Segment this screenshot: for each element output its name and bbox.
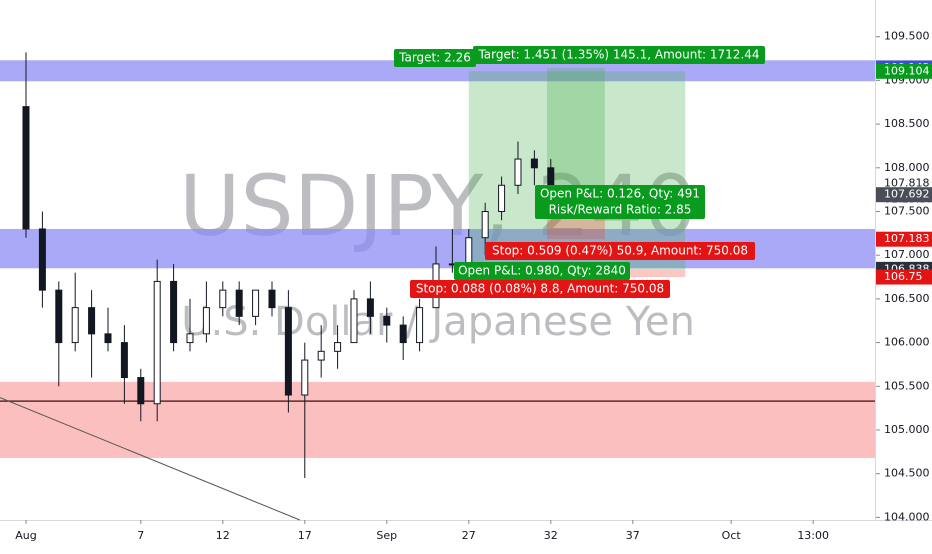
y-tick-label: 106.500 (884, 292, 930, 305)
pl-label-box (454, 262, 630, 280)
candle-body (153, 280, 161, 405)
y-tick-label: 105.000 (884, 423, 930, 436)
candle-body (547, 167, 555, 186)
candle-body (465, 237, 473, 265)
price-tag (876, 231, 932, 247)
x-tick-label: Sep (376, 529, 397, 542)
candle-body (22, 106, 30, 230)
pl-label: Risk/Reward Ratio: 2.85 (549, 203, 692, 217)
x-tick-label: 12 (216, 529, 230, 542)
zone (0, 381, 875, 458)
price-tag (876, 187, 932, 203)
price-tag-label: 109.104 (884, 64, 930, 77)
x-tick-label: Aug (15, 529, 36, 542)
candle-body (235, 289, 243, 317)
candle-body (383, 315, 391, 326)
target-zone (468, 71, 686, 270)
candle-body (514, 158, 522, 186)
candle-body (481, 210, 489, 239)
x-tick-label: 27 (462, 529, 476, 542)
candle-body (334, 342, 342, 352)
candle-body (317, 350, 325, 361)
x-tick-label: 37 (626, 529, 640, 542)
y-tick-label: 107.000 (884, 248, 930, 261)
x-tick-label: 17 (298, 529, 312, 542)
pl-label-box (535, 185, 705, 219)
stop-label: Stop: 0.509 (0.47%) 50.9, Amount: 750.08 (492, 244, 748, 258)
candle-body (301, 359, 309, 396)
pl-label: Open P&L: 0.126, Qty: 491 (540, 187, 700, 201)
y-tick-label: 109.500 (884, 30, 930, 43)
stop-label-box (485, 242, 755, 260)
pl-label: Open P&L: 0.980, Qty: 2840 (458, 264, 626, 278)
candle-body (219, 289, 227, 309)
price-tag (876, 63, 932, 79)
y-tick-label: 104.000 (884, 510, 930, 523)
price-tag-label: 107.183 (884, 232, 930, 245)
candle-body (71, 307, 79, 344)
candle-body (399, 324, 407, 344)
candle-body (530, 158, 538, 169)
target-zone (547, 67, 605, 195)
y-tick-label: 107.500 (884, 204, 930, 217)
candle-body (268, 289, 276, 309)
y-tick-label: 106.000 (884, 336, 930, 349)
candle-body (120, 342, 128, 379)
x-tick-label: 13:00 (797, 529, 829, 542)
candle-body (137, 377, 145, 405)
price-axis-bg (876, 0, 932, 520)
y-tick-label: 104.500 (884, 467, 930, 480)
candle-body (55, 289, 63, 344)
candle-body (88, 307, 96, 335)
price-tag-label: 106.75 (884, 270, 923, 283)
price-tag-label: 107.818 (884, 177, 930, 190)
y-tick-label: 108.000 (884, 161, 930, 174)
price-tag-label: 107.692 (884, 188, 930, 201)
target-label-box (394, 49, 476, 67)
x-tick-label: Oct (722, 529, 742, 542)
candle-body (284, 307, 292, 396)
y-tick-label: 105.500 (884, 379, 930, 392)
x-tick-label: 32 (544, 529, 558, 542)
target-label-box (473, 46, 765, 64)
stop-label-box (410, 280, 670, 298)
candle-body (202, 307, 210, 335)
target-label: Target: 2.26 (398, 51, 471, 65)
candle-body (366, 298, 374, 317)
candle-body (186, 333, 194, 344)
candle-body (350, 298, 358, 344)
zone (0, 60, 875, 82)
candle-body (252, 289, 260, 317)
candle-body (38, 228, 46, 291)
candle-body (170, 280, 178, 344)
price-tag (876, 269, 932, 285)
y-tick-label: 108.500 (884, 117, 930, 130)
trend-line (0, 397, 301, 521)
target-label: Target: 1.451 (1.35%) 145.1, Amount: 171… (477, 48, 759, 62)
candle-body (416, 307, 424, 344)
candle-body (104, 333, 112, 344)
stop-label: Stop: 0.088 (0.08%) 8.8, Amount: 750.08 (416, 282, 664, 296)
candle-body (498, 184, 506, 212)
x-tick-label: 7 (137, 529, 144, 542)
